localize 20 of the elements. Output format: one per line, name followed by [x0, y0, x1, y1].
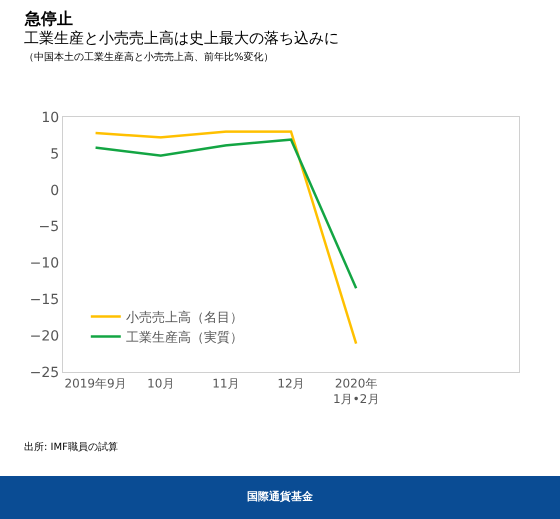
legend-label: 工業生産高（実質） — [126, 330, 243, 346]
text: 国際通貨基金 — [247, 490, 314, 503]
x-tick-label: 12月 — [277, 376, 305, 390]
y-tick-label: −20 — [30, 328, 60, 344]
x-tick-label: 10月 — [147, 376, 174, 390]
y-tick-label: −5 — [38, 219, 60, 236]
y-tick-label: 0 — [50, 182, 60, 199]
y-tick-label: 10 — [41, 110, 60, 126]
x-tick-label: 2020年 1月•2月 — [332, 376, 380, 406]
text: 出所: IMF職員の試算 — [24, 441, 118, 453]
y-tick-label: −10 — [30, 256, 60, 272]
legend-label: 小売売上高（名目） — [126, 310, 243, 326]
y-tick-label: −15 — [30, 292, 60, 308]
chart-subtitle: 工業生産と小売売上高は史上最大の落ち込みに — [24, 29, 339, 47]
y-tick-label: 5 — [50, 146, 60, 162]
y-tick-label: −25 — [30, 364, 60, 381]
chart-title: 急停止 — [24, 9, 73, 28]
text: （中国本土の工業生産高と小売売上高、前年比%変化） — [24, 51, 274, 63]
x-tick-label: 11月 — [212, 376, 240, 390]
x-tick-label: 2019年9月 — [64, 376, 127, 390]
